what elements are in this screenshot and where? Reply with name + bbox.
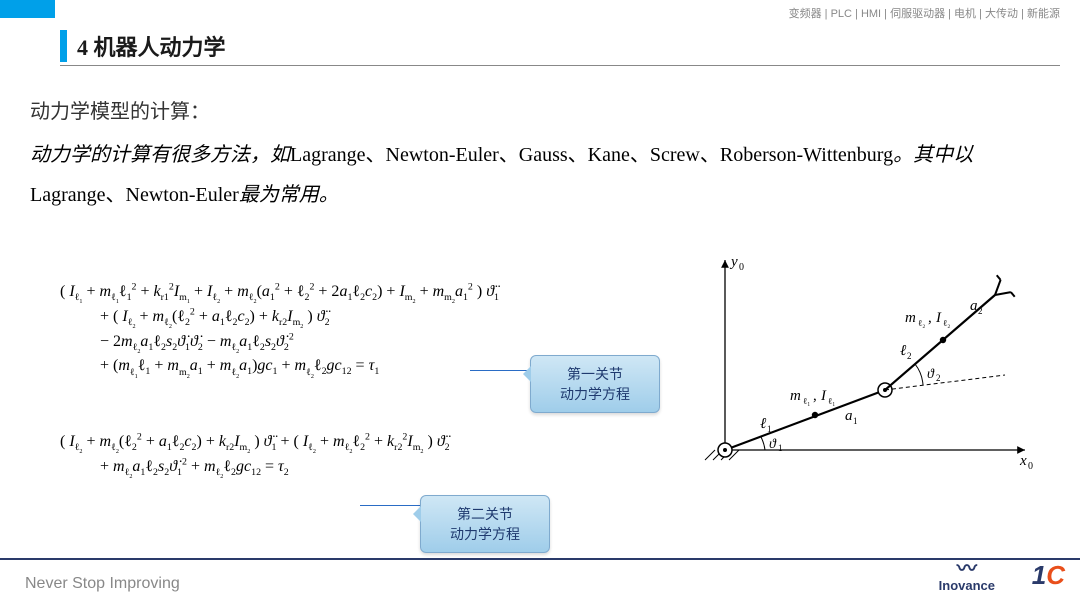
svg-text:ϑ: ϑ — [769, 437, 777, 452]
svg-text:,: , — [813, 388, 817, 404]
slide-title: 4 机器人动力学 — [60, 30, 226, 62]
svg-text:ϑ: ϑ — [927, 367, 935, 382]
anniversary-logo: 1C — [1032, 560, 1065, 591]
footer-slogan: Never Stop Improving — [25, 575, 180, 593]
svg-text:ℓ: ℓ — [760, 416, 766, 432]
body-cn-1: 动力学的计算有很多方法，如 — [30, 144, 290, 166]
body-cn-2: 。其中以 — [893, 144, 973, 166]
callout2-line1: 第二关节 — [425, 504, 545, 524]
body-methods: Lagrange、Newton-Euler、Gauss、Kane、Screw、R… — [290, 144, 893, 166]
body-cn-3: 最为常用。 — [239, 184, 339, 206]
svg-text:y: y — [729, 254, 738, 270]
svg-text:0: 0 — [1028, 461, 1033, 472]
svg-text:ℓ₂: ℓ₂ — [943, 318, 950, 328]
brand-name: Inovance — [939, 578, 995, 593]
title-rule — [60, 65, 1060, 66]
two-link-diagram: x 0 y 0 ϑ 1 ϑ 2 ℓ1 a1 mℓ₁ , Iℓ₁ ℓ2 a2 mℓ… — [695, 250, 1045, 480]
header-nav: 变频器 | PLC | HMI | 伺服驱动器 | 电机 | 大传动 | 新能源 — [789, 5, 1060, 21]
brand-swirl-icon: 〰 — [939, 560, 995, 578]
accent-box — [0, 0, 55, 18]
equation-2: ( Iℓ2 + mℓ2(ℓ22 + a1ℓ2c2) + kr2Im2 ) ϑ̈1… — [60, 430, 450, 480]
callout-joint2: 第二关节 动力学方程 — [420, 495, 550, 553]
callout1-line2: 动力学方程 — [535, 384, 655, 404]
svg-text:ℓ₁: ℓ₁ — [828, 396, 835, 406]
svg-text:0: 0 — [739, 262, 744, 273]
callout2-line2: 动力学方程 — [425, 524, 545, 544]
svg-text:m: m — [790, 388, 801, 404]
title-text: 机器人动力学 — [94, 35, 226, 60]
body-paragraph: 动力学的计算有很多方法，如Lagrange、Newton-Euler、Gauss… — [30, 135, 1050, 215]
callout1-line1: 第一关节 — [535, 364, 655, 384]
svg-text:,: , — [928, 310, 932, 326]
svg-text:ℓ: ℓ — [900, 343, 906, 359]
svg-text:ℓ₂: ℓ₂ — [918, 318, 925, 328]
subtitle: 动力学模型的计算： — [30, 95, 210, 124]
svg-text:1: 1 — [767, 424, 772, 434]
svg-text:1: 1 — [778, 443, 783, 453]
brand-logo: 〰 Inovance — [939, 560, 995, 593]
svg-text:2: 2 — [978, 306, 983, 316]
svg-text:2: 2 — [936, 373, 941, 383]
footer-rule — [0, 558, 1080, 560]
svg-text:a: a — [845, 408, 853, 424]
svg-text:a: a — [970, 298, 978, 314]
svg-text:1: 1 — [853, 416, 858, 426]
svg-text:x: x — [1019, 453, 1027, 469]
callout-joint1: 第一关节 动力学方程 — [530, 355, 660, 413]
body-methods2: Lagrange、Newton-Euler — [30, 184, 239, 206]
svg-text:2: 2 — [907, 351, 912, 361]
svg-text:ℓ₁: ℓ₁ — [803, 396, 810, 406]
svg-text:I: I — [935, 310, 942, 326]
equation-1: ( Iℓ1 + mℓ1ℓ12 + kr12Im1 + Iℓ2 + mℓ2(a12… — [60, 280, 499, 379]
svg-text:m: m — [905, 310, 916, 326]
svg-text:I: I — [820, 388, 827, 404]
title-number: 4 — [77, 35, 88, 60]
